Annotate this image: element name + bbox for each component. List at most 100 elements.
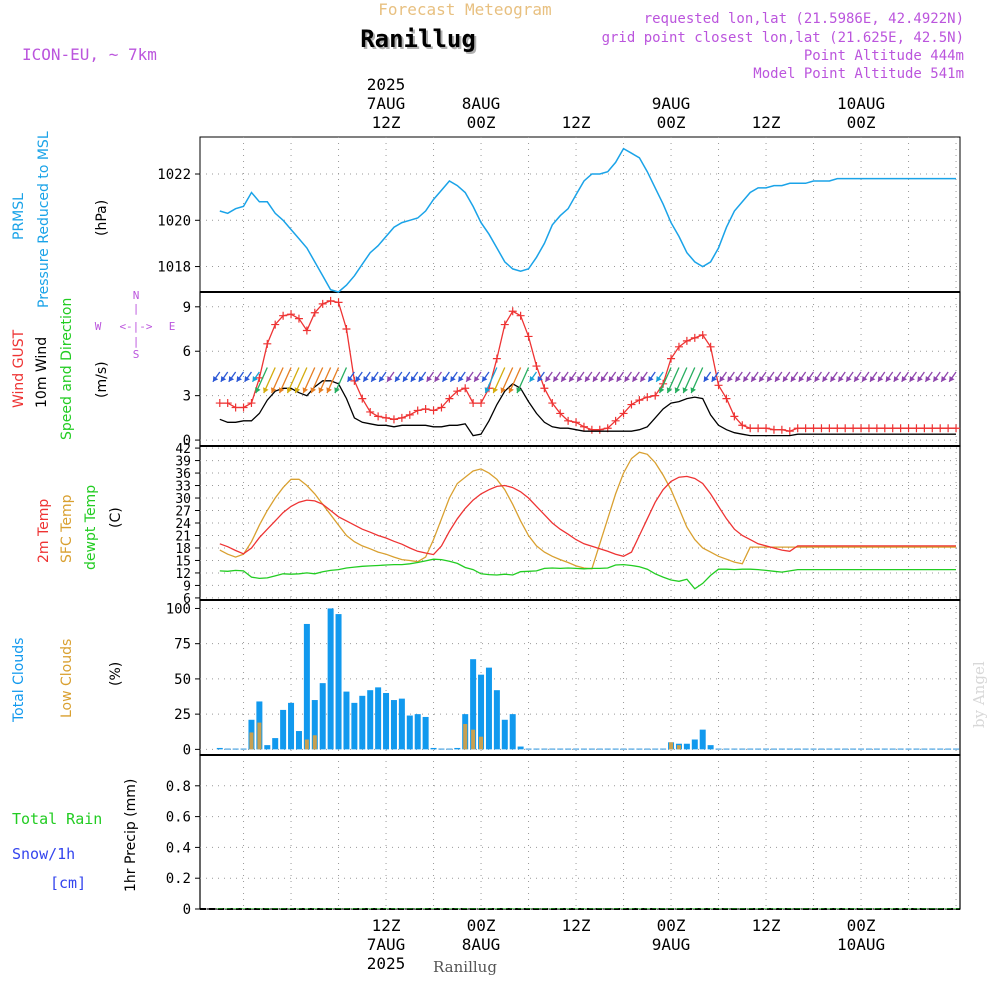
gust-marker xyxy=(421,404,430,413)
wind-arrow-head xyxy=(294,387,301,394)
rain-bar xyxy=(248,908,255,909)
rain-bar xyxy=(770,908,777,909)
y-tick-label: 1022 xyxy=(157,167,191,183)
rain-bar xyxy=(834,908,841,909)
point-altitude: Point Altitude 444m xyxy=(804,48,964,64)
gust-marker xyxy=(302,326,311,335)
wind-arrow xyxy=(584,371,593,383)
wind-arrow xyxy=(441,371,450,383)
total-cloud-bar xyxy=(501,719,508,750)
wind-arrow-head xyxy=(782,375,789,382)
wind-arrow xyxy=(576,371,585,383)
total-cloud-bar xyxy=(493,690,500,750)
wind-arrow-head xyxy=(334,387,340,394)
rain-bar xyxy=(533,908,540,909)
total-cloud-bar xyxy=(311,700,318,750)
total-cloud-bar xyxy=(786,748,793,750)
rain-bar xyxy=(232,908,239,909)
time-tick-label: 00Z xyxy=(467,916,496,935)
rain-bar xyxy=(303,908,310,909)
wind-arrow xyxy=(270,367,284,394)
gust-marker xyxy=(809,424,818,433)
wind-arrow-head xyxy=(508,387,514,394)
rain-bar xyxy=(319,908,326,909)
y-tick-label: 1018 xyxy=(157,260,191,276)
rain-bar xyxy=(596,908,603,909)
wind-arrow-head xyxy=(474,375,480,382)
wind-arrow xyxy=(378,371,387,383)
rain-bar xyxy=(691,908,698,909)
wind-arrow xyxy=(457,371,466,383)
total-cloud-bar xyxy=(842,748,849,750)
wind-arrow-head xyxy=(236,375,242,382)
wind-arrow-head xyxy=(426,375,432,382)
rain-bar xyxy=(865,908,872,909)
total-cloud-bar xyxy=(723,748,730,750)
rain-bar xyxy=(675,908,682,909)
time-tick-label-top: 12Z xyxy=(372,113,401,132)
time-tick-label-top: 9AUG xyxy=(652,94,691,113)
total-cloud-bar xyxy=(929,748,936,750)
rain-bar xyxy=(446,908,453,909)
rain-bar xyxy=(398,908,405,909)
rain-bar xyxy=(604,908,611,909)
wind-arrow-head xyxy=(458,375,464,382)
time-tick-label: 12Z xyxy=(372,916,401,935)
wind-arrow-head xyxy=(893,375,900,382)
wind-arrow-head xyxy=(719,375,725,382)
gust-marker xyxy=(730,412,739,421)
total-cloud-bar xyxy=(485,667,492,750)
rain-bar xyxy=(478,908,485,909)
wind-arrow xyxy=(885,371,894,383)
wind-arrow-head xyxy=(743,375,749,382)
total-cloud-bar xyxy=(810,748,817,750)
wind-arrow-head xyxy=(711,375,717,382)
total-cloud-bar xyxy=(596,748,603,750)
wind-arrow-head xyxy=(545,375,551,382)
wind-arrow xyxy=(853,371,862,383)
rain-bar xyxy=(280,908,287,909)
y-tick-label: 39 xyxy=(175,455,191,470)
wind-arrow xyxy=(354,371,363,383)
total-cloud-bar xyxy=(818,748,825,750)
wind-arrow-head xyxy=(846,375,852,382)
time-tick-label-top: 8AUG xyxy=(462,94,501,113)
total-cloud-bar xyxy=(699,729,706,750)
time-tick-label: 8AUG xyxy=(462,935,501,954)
wind-arrow-head xyxy=(666,387,673,394)
wind-arrow-head xyxy=(318,387,324,394)
rain-bar xyxy=(747,908,754,909)
wind-arrow xyxy=(346,371,355,383)
model-altitude: Model Point Altitude 541m xyxy=(753,66,964,82)
rain-bar xyxy=(945,908,952,909)
wind-arrow xyxy=(861,371,870,383)
gust-marker xyxy=(706,342,715,351)
y-tick-label: 100 xyxy=(166,601,191,617)
wind-arrow-head xyxy=(569,375,575,382)
wind-arrow xyxy=(536,371,545,383)
wind-arrow-head xyxy=(402,375,409,382)
total-cloud-bar xyxy=(478,674,485,750)
wind-arrow-head xyxy=(885,375,892,382)
total-cloud-bar xyxy=(525,748,532,750)
gust-marker xyxy=(429,406,438,415)
rain-bar xyxy=(485,908,492,909)
wind-arrow xyxy=(666,367,680,394)
wind-arrow xyxy=(592,371,601,383)
rain-bar xyxy=(794,908,801,909)
wind-arrow xyxy=(806,371,815,383)
compass-w: W xyxy=(95,320,102,333)
gust-marker xyxy=(904,424,913,433)
rain-bar xyxy=(588,908,595,909)
y-tick-label: 33 xyxy=(175,480,191,495)
time-tick-label-top: 12Z xyxy=(562,113,591,132)
gust-marker xyxy=(548,399,557,408)
wind-arrow xyxy=(639,371,648,383)
gust-marker xyxy=(342,325,351,334)
total-cloud-bar xyxy=(280,709,287,750)
gust-marker xyxy=(944,424,953,433)
wind-arrow xyxy=(790,371,799,383)
gust-marker xyxy=(445,394,454,403)
panel-frame xyxy=(199,754,961,910)
rain-bar xyxy=(660,908,667,909)
